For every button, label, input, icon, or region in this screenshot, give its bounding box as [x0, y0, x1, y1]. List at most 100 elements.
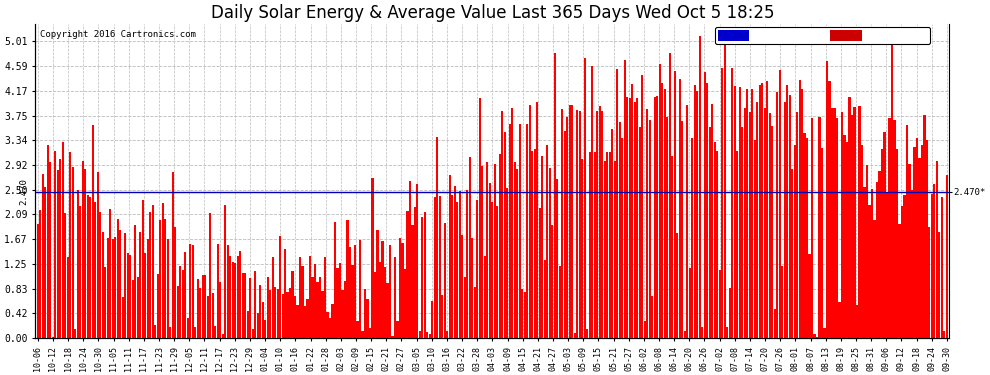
Bar [537, 102, 539, 338]
Bar [826, 61, 828, 338]
Bar [876, 182, 878, 338]
Bar [469, 157, 471, 338]
Bar [719, 270, 721, 338]
Bar [189, 244, 191, 338]
Bar [861, 145, 863, 338]
Bar [84, 170, 86, 338]
Bar [254, 271, 256, 338]
Bar [264, 320, 266, 338]
Bar [806, 138, 808, 338]
Bar [563, 131, 566, 338]
Bar [64, 213, 66, 338]
Title: Daily Solar Energy & Average Value Last 365 Days Wed Oct 5 18:25: Daily Solar Energy & Average Value Last … [211, 4, 774, 22]
Bar [414, 207, 416, 338]
Bar [161, 204, 163, 338]
Bar [873, 220, 875, 338]
Bar [851, 115, 853, 338]
Bar [181, 270, 184, 338]
Bar [269, 290, 271, 338]
Bar [945, 175, 948, 338]
Bar [224, 205, 226, 338]
Bar [919, 158, 921, 338]
Bar [706, 83, 708, 338]
Bar [939, 232, 940, 338]
Bar [76, 190, 79, 338]
Bar [381, 241, 383, 338]
Bar [329, 318, 331, 338]
Bar [356, 321, 358, 338]
Bar [54, 152, 56, 338]
Bar [686, 105, 688, 338]
Bar [909, 164, 911, 338]
Bar [756, 102, 758, 338]
Bar [646, 109, 648, 338]
Bar [342, 290, 344, 338]
Bar [229, 256, 232, 338]
Bar [171, 172, 173, 338]
Bar [891, 36, 893, 338]
Bar [348, 247, 351, 338]
Bar [147, 239, 148, 338]
Bar [534, 149, 536, 338]
Bar [616, 69, 619, 338]
Bar [319, 277, 321, 338]
Bar [94, 202, 96, 338]
Bar [194, 327, 196, 338]
Bar [89, 197, 91, 338]
Bar [456, 202, 458, 338]
Bar [809, 254, 811, 338]
Bar [197, 279, 199, 338]
Bar [142, 200, 144, 338]
Bar [504, 132, 506, 338]
Bar [721, 68, 724, 338]
Bar [614, 161, 616, 338]
Bar [204, 275, 206, 338]
Bar [42, 174, 44, 338]
Bar [501, 111, 503, 338]
Bar [458, 190, 461, 338]
Bar [893, 120, 896, 338]
Bar [753, 140, 755, 338]
Bar [898, 224, 901, 338]
Bar [186, 318, 189, 338]
Bar [461, 236, 463, 338]
Bar [751, 89, 753, 338]
Bar [766, 81, 768, 338]
Bar [448, 175, 451, 338]
Bar [391, 336, 393, 338]
Bar [179, 266, 181, 338]
Bar [943, 331, 945, 338]
Bar [209, 213, 211, 338]
Bar [519, 124, 521, 338]
Bar [384, 267, 386, 338]
Text: Copyright 2016 Cartronics.com: Copyright 2016 Cartronics.com [40, 30, 196, 39]
Bar [354, 245, 356, 338]
Bar [169, 327, 171, 338]
Bar [726, 327, 729, 338]
Bar [819, 117, 821, 338]
Bar [419, 331, 421, 338]
Bar [361, 331, 363, 338]
Bar [724, 41, 726, 338]
Bar [132, 280, 134, 338]
Bar [921, 145, 923, 338]
Bar [904, 195, 906, 338]
Bar [82, 161, 84, 338]
Bar [821, 148, 823, 338]
Bar [509, 123, 511, 338]
Bar [609, 152, 611, 338]
Bar [294, 296, 296, 338]
Bar [539, 209, 541, 338]
Bar [439, 196, 441, 338]
Bar [794, 144, 796, 338]
Bar [371, 178, 373, 338]
Bar [656, 96, 658, 338]
Bar [79, 206, 81, 338]
Bar [604, 161, 606, 338]
Bar [444, 223, 446, 338]
Bar [571, 105, 573, 338]
Bar [601, 111, 603, 338]
Bar [129, 255, 132, 338]
Bar [479, 98, 481, 338]
Legend: Average  ($), Daily  ($): Average ($), Daily ($) [715, 27, 931, 45]
